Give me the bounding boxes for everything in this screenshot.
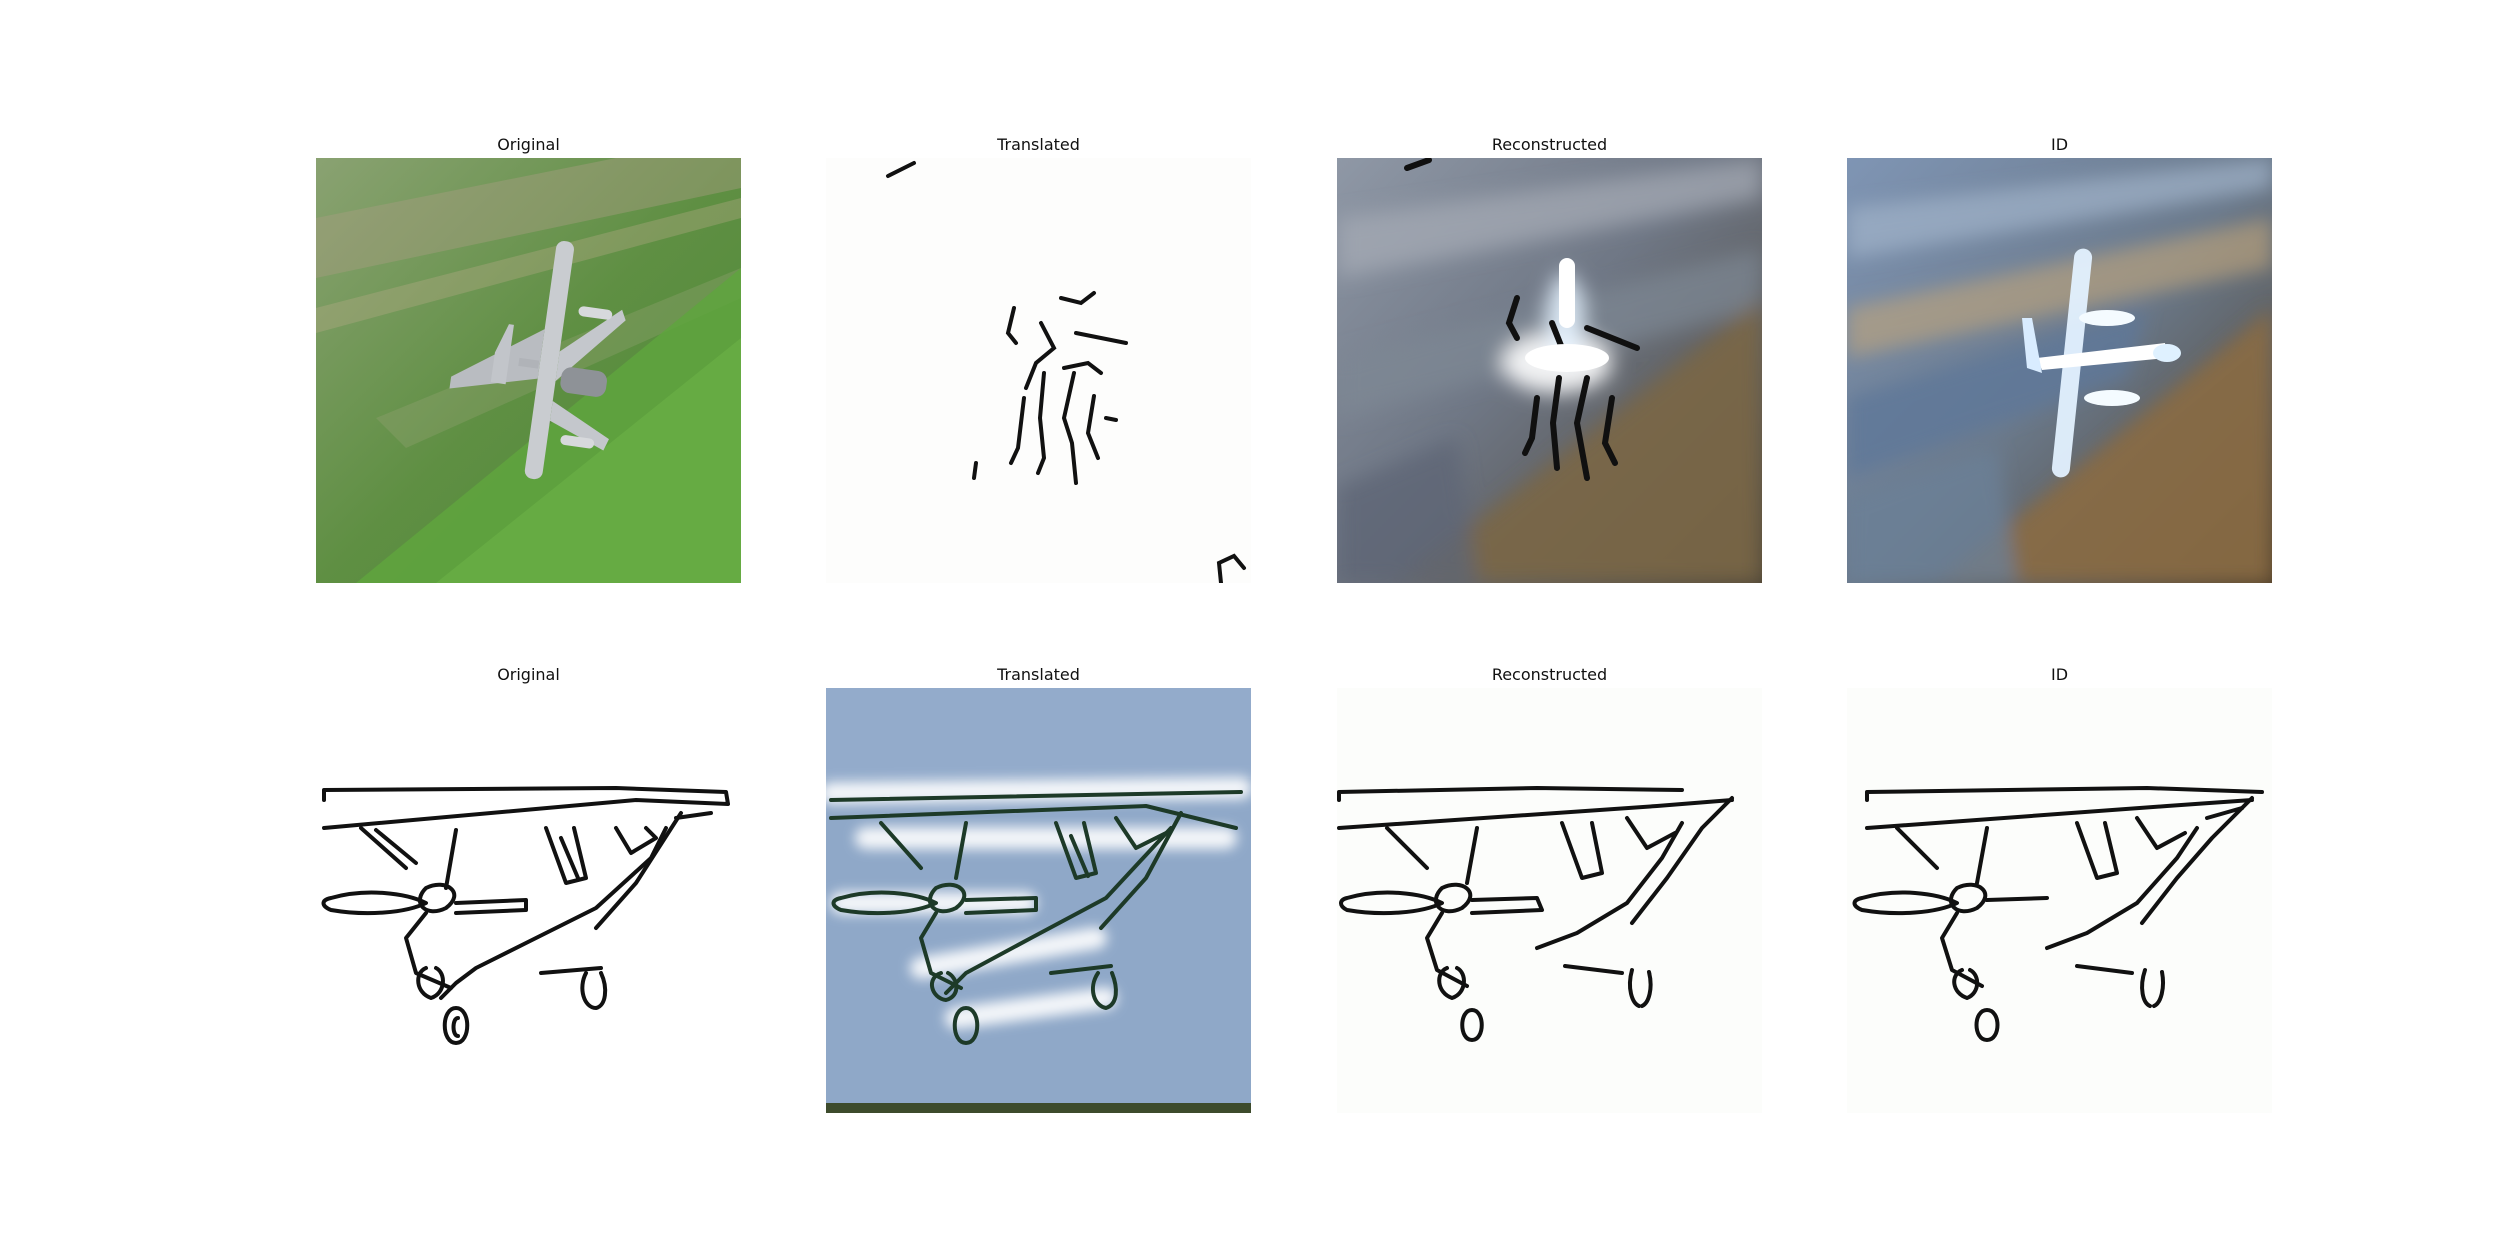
panel-row1-original: Original (316, 134, 741, 583)
reconstructed-airplane-sketch (1337, 688, 1762, 1113)
id-airplane-sketch (1847, 688, 2272, 1113)
panel-row1-id: ID (1847, 134, 2272, 583)
panel-row1-reconstructed: Reconstructed (1337, 134, 1762, 583)
panel-row2-translated: Translated (826, 664, 1251, 1113)
panel-title: ID (2050, 665, 2069, 684)
panel-title: Translated (997, 135, 1080, 154)
original-jet-photo (316, 158, 741, 583)
panel-title: Reconstructed (1491, 135, 1608, 154)
panel-row2-reconstructed: Reconstructed (1337, 664, 1762, 1113)
panel-title: Original (497, 135, 560, 154)
translated-airplane-image (826, 688, 1251, 1113)
panel-title: Original (497, 665, 560, 684)
panel-title: Translated (997, 665, 1080, 684)
panel-title: ID (2050, 135, 2069, 154)
original-airplane-sketch (316, 688, 741, 1113)
panel-row2-id: ID (1847, 664, 2272, 1113)
panel-title: Reconstructed (1491, 665, 1608, 684)
panel-row2-original: Original (316, 664, 741, 1113)
reconstructed-jet-image (1337, 158, 1762, 583)
panel-row1-translated: Translated (826, 134, 1251, 583)
translated-edge-map (826, 158, 1251, 583)
id-jet-image (1847, 158, 2272, 583)
